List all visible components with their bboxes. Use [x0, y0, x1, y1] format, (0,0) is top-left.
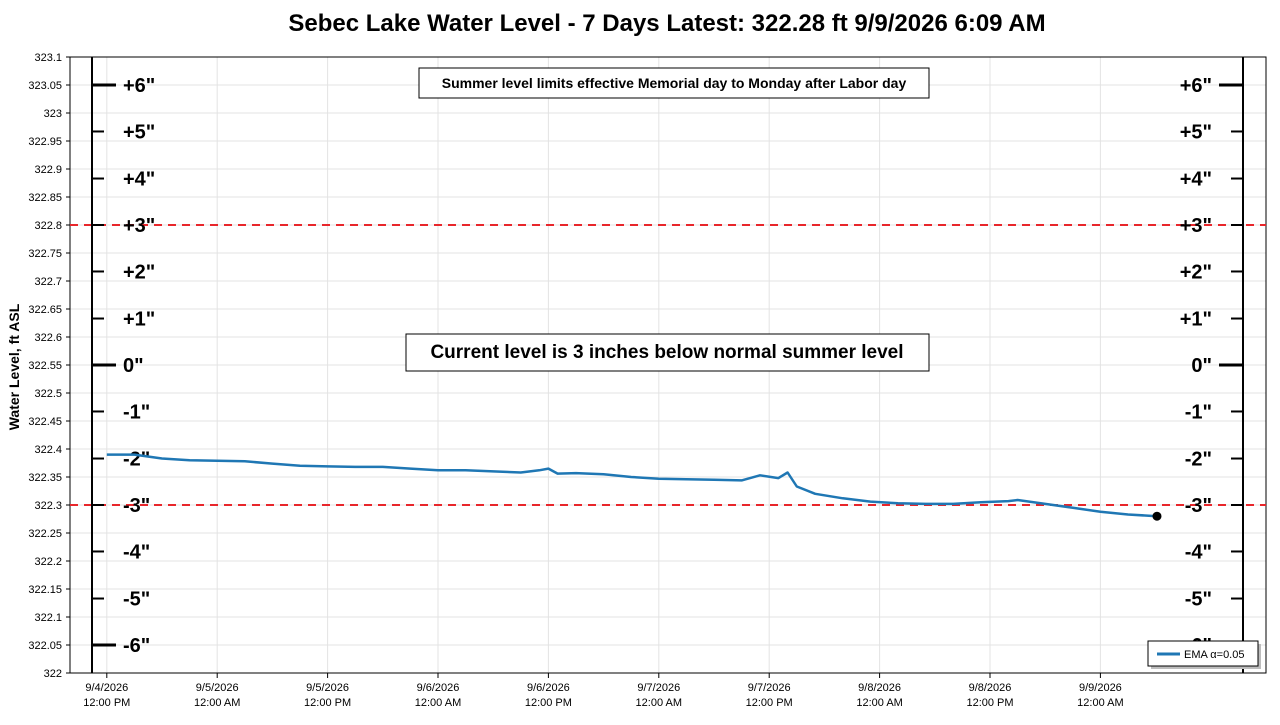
y-tick-label: 322.85	[28, 192, 62, 204]
x-tick-date: 9/7/2026	[637, 682, 680, 694]
summer-note-text: Summer level limits effective Memorial d…	[442, 75, 907, 91]
plot-frame	[69, 56, 1267, 674]
y-tick-label: 322.65	[28, 304, 62, 316]
inch-label-right: -4"	[1185, 541, 1212, 563]
y-tick-label: 322.8	[34, 220, 62, 232]
inch-label-right: +6"	[1180, 75, 1212, 97]
inch-label-right: 0"	[1191, 355, 1212, 377]
inch-label-left: -3"	[123, 495, 150, 517]
x-tick-date: 9/5/2026	[196, 682, 239, 694]
inch-label-right: +5"	[1180, 121, 1212, 143]
y-axis-label: Water Level, ft ASL	[6, 303, 22, 430]
legend-entry: EMA α=0.05	[1184, 649, 1244, 661]
x-tick-time: 12:00 AM	[636, 697, 682, 709]
x-tick-date: 9/8/2026	[969, 682, 1012, 694]
inch-label-left: 0"	[123, 355, 144, 377]
y-tick-label: 322.1	[34, 612, 62, 624]
x-tick-time: 12:00 PM	[83, 697, 130, 709]
x-tick-date: 9/6/2026	[417, 682, 460, 694]
y-tick-label: 322.95	[28, 136, 62, 148]
y-tick-label: 322.35	[28, 472, 62, 484]
x-tick-date: 9/4/2026	[85, 682, 128, 694]
inch-label-left: +5"	[123, 121, 155, 143]
inch-label-left: +6"	[123, 75, 155, 97]
y-tick-label: 323.1	[34, 52, 62, 64]
y-tick-label: 322.75	[28, 248, 62, 260]
inch-label-left: -1"	[123, 401, 150, 423]
inch-label-right: +1"	[1180, 309, 1212, 331]
y-tick-label: 322.3	[34, 500, 62, 512]
y-tick-label: 322.05	[28, 640, 62, 652]
inch-label-left: +4"	[123, 169, 155, 191]
inch-label-right: -1"	[1185, 401, 1212, 423]
y-tick-label: 322.4	[34, 444, 62, 456]
y-tick-label: 322.15	[28, 584, 62, 596]
summer-note-box	[418, 67, 930, 99]
y-tick-label: 322.45	[28, 416, 62, 428]
inch-label-left: -2"	[123, 449, 150, 471]
y-tick-label: 322.55	[28, 360, 62, 372]
inch-label-left: -4"	[123, 541, 150, 563]
y-tick-label: 322.2	[34, 556, 62, 568]
inch-label-right: -5"	[1185, 589, 1212, 611]
inch-label-right: +4"	[1180, 169, 1212, 191]
y-tick-label: 322.6	[34, 332, 62, 344]
x-tick-date: 9/8/2026	[858, 682, 901, 694]
chart-title: Sebec Lake Water Level - 7 Days Latest: …	[288, 10, 1045, 37]
x-tick-time: 12:00 AM	[856, 697, 902, 709]
inch-label-left: -6"	[123, 635, 150, 657]
x-tick-time: 12:00 PM	[966, 697, 1013, 709]
inch-label-right: +3"	[1180, 215, 1212, 237]
inch-label-right: -3"	[1185, 495, 1212, 517]
inch-label-left: +3"	[123, 215, 155, 237]
y-tick-label: 322	[44, 668, 62, 680]
y-tick-label: 322.5	[34, 388, 62, 400]
inch-label-left: +2"	[123, 261, 155, 283]
x-tick-time: 12:00 PM	[746, 697, 793, 709]
latest-point-marker	[1152, 511, 1162, 521]
x-tick-time: 12:00 AM	[1077, 697, 1123, 709]
x-tick-time: 12:00 PM	[304, 697, 351, 709]
inch-label-left: +1"	[123, 309, 155, 331]
series-line-ema	[106, 453, 1158, 518]
y-tick-label: 322.25	[28, 528, 62, 540]
x-tick-time: 12:00 AM	[415, 697, 461, 709]
inch-label-right: +2"	[1180, 261, 1212, 283]
x-tick-date: 9/9/2026	[1079, 682, 1122, 694]
current-level-text: Current level is 3 inches below normal s…	[430, 342, 903, 363]
inch-label-left: -5"	[123, 589, 150, 611]
inch-label-right: -2"	[1185, 449, 1212, 471]
y-tick-label: 322.9	[34, 164, 62, 176]
y-tick-label: 322.7	[34, 276, 62, 288]
current-level-box	[405, 333, 930, 372]
x-tick-date: 9/6/2026	[527, 682, 570, 694]
x-tick-time: 12:00 AM	[194, 697, 240, 709]
y-tick-label: 323.05	[28, 80, 62, 92]
x-tick-date: 9/5/2026	[306, 682, 349, 694]
x-tick-date: 9/7/2026	[748, 682, 791, 694]
y-tick-label: 323	[44, 108, 62, 120]
x-tick-time: 12:00 PM	[525, 697, 572, 709]
